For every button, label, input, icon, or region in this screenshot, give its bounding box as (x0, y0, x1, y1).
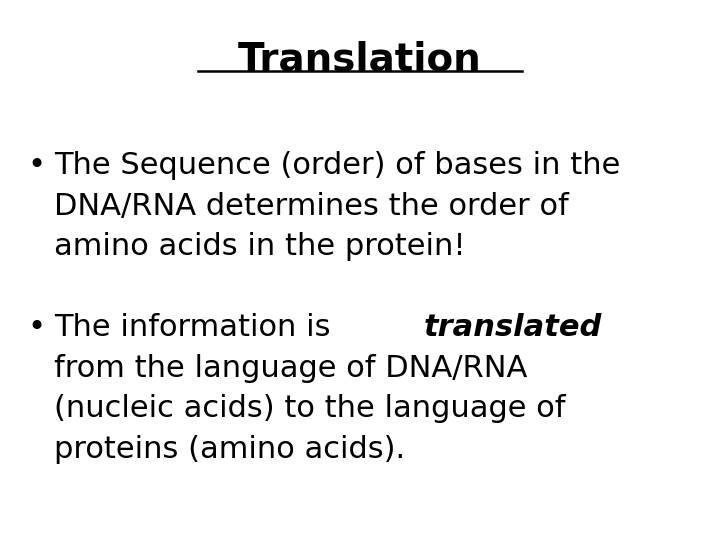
Text: proteins (amino acids).: proteins (amino acids). (54, 435, 405, 464)
Text: translated: translated (423, 313, 602, 342)
Text: •: • (27, 151, 45, 180)
Text: The information is: The information is (54, 313, 341, 342)
Text: from the language of DNA/RNA: from the language of DNA/RNA (54, 354, 527, 383)
Text: The Sequence (order) of bases in the: The Sequence (order) of bases in the (54, 151, 621, 180)
Text: amino acids in the protein!: amino acids in the protein! (54, 232, 466, 261)
Text: Translation: Translation (238, 40, 482, 78)
Text: (nucleic acids) to the language of: (nucleic acids) to the language of (54, 394, 565, 423)
Text: DNA/RNA determines the order of: DNA/RNA determines the order of (54, 192, 569, 221)
Text: •: • (27, 313, 45, 342)
